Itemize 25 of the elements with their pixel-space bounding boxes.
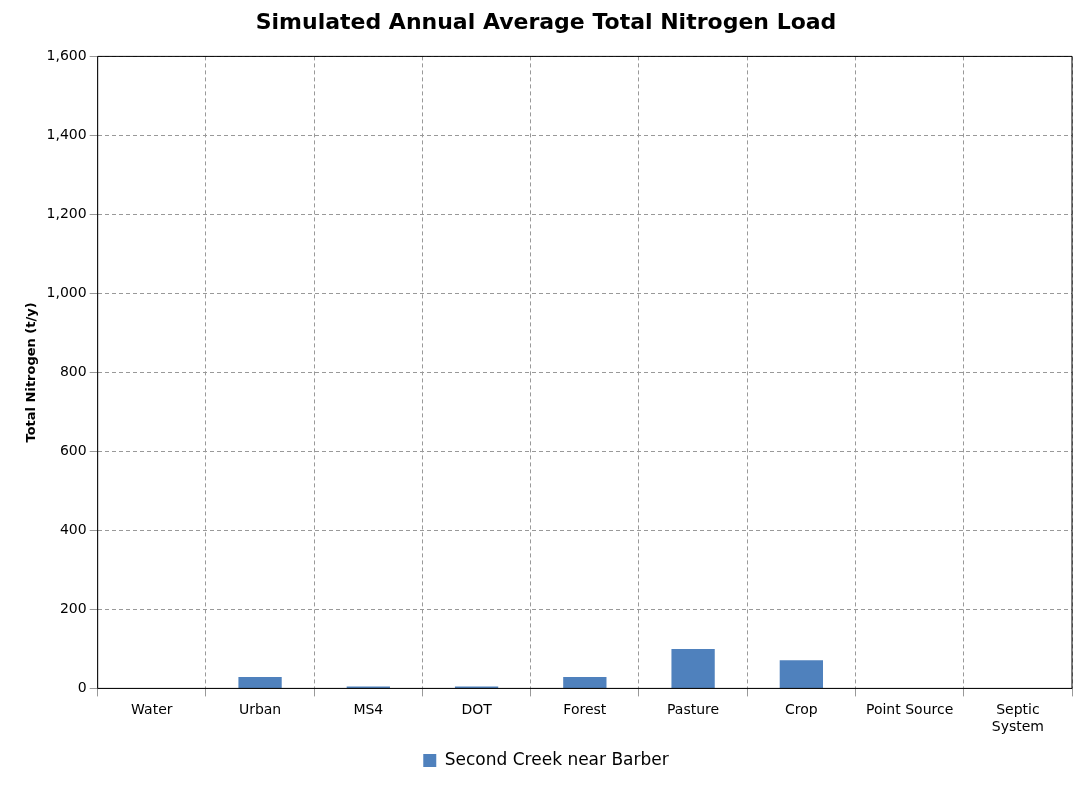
chart-title: Simulated Annual Average Total Nitrogen Load: [255, 8, 837, 34]
x-tick-label: Water: [131, 701, 173, 718]
y-tick-label: 0: [77, 679, 87, 696]
x-tick-label: DOT: [461, 701, 493, 718]
bar: [563, 676, 607, 688]
y-axis-title: Total Nitrogen (t/y): [23, 302, 39, 443]
x-tick-label: Pasture: [667, 701, 720, 718]
x-tick-label: Point Source: [865, 701, 954, 718]
bar: [238, 676, 282, 688]
y-tick-label: 800: [59, 363, 87, 380]
x-tick-label: Crop: [785, 701, 818, 718]
x-tick-label: Forest: [563, 701, 607, 718]
y-tick-label: 1,000: [46, 284, 87, 301]
x-tick-label: MS4: [353, 701, 384, 718]
bar: [779, 660, 824, 688]
x-tick-label: Septic System: [991, 701, 1044, 735]
y-tick-label: 200: [59, 600, 87, 617]
bar: [671, 648, 715, 688]
y-tick-label: 1,600: [46, 47, 87, 64]
y-tick-label: 600: [59, 442, 87, 459]
x-tick-label: Urban: [238, 701, 282, 718]
y-tick-label: 400: [59, 521, 87, 538]
y-tick-label: 1,200: [46, 205, 87, 222]
legend-label: Second Creek near Barber: [444, 748, 669, 769]
y-tick-label: 1,400: [46, 126, 87, 143]
